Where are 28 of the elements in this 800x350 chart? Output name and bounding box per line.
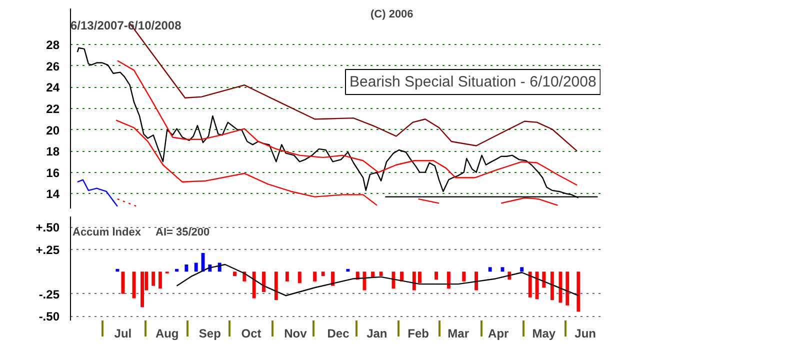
x-tick-label: Nov	[284, 326, 308, 340]
x-tick-label: May	[532, 326, 556, 340]
y-tick-label: -.50	[38, 310, 60, 324]
x-tick-label: Oct	[241, 326, 262, 340]
y-tick-label: +.25	[36, 242, 60, 257]
y-tick-label: 28	[46, 38, 60, 52]
y-tick-label: +.50	[36, 220, 60, 235]
y-axis-title: Accum Index	[72, 226, 142, 238]
x-tick-label: Jan	[366, 326, 388, 340]
x-tick-label: Jul	[114, 326, 132, 340]
x-tick-label: Apr	[488, 326, 510, 340]
y-tick-label: 22	[46, 102, 60, 116]
y-tick-label: -.25	[38, 287, 60, 302]
y-tick-label: 14	[46, 187, 60, 202]
y-tick-label: 26	[46, 59, 60, 74]
x-tick-label: Sep	[198, 326, 221, 340]
y-tick-label: 24	[46, 80, 60, 95]
x-tick-label: Aug	[155, 326, 179, 340]
y-tick-label: 18	[46, 144, 60, 159]
x-tick-label: Dec	[327, 326, 350, 340]
annotation: Bearish Special Situation - 6/10/2008	[350, 74, 596, 90]
y-tick-label: 20	[46, 123, 60, 138]
annotation: AI= 35/200	[156, 226, 210, 238]
annotation: (C) 2006	[370, 8, 414, 20]
x-tick-label: Jun	[574, 326, 596, 340]
y-tick-label: 16	[46, 166, 60, 180]
x-tick-label: Feb	[408, 326, 429, 340]
x-tick-label: Mar	[448, 326, 470, 340]
